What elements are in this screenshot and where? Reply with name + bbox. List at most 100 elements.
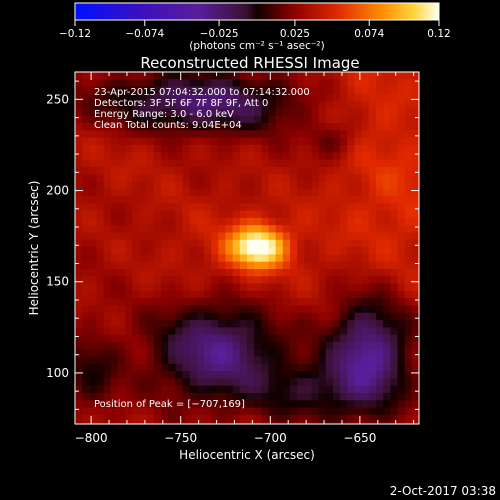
- heatmap-cell: [340, 188, 348, 197]
- heatmap-cell: [196, 312, 205, 321]
- heatmap-cell: [239, 276, 248, 285]
- heatmap-cell: [318, 392, 327, 401]
- heatmap-cell: [218, 261, 226, 270]
- heatmap-cell: [268, 290, 277, 299]
- heatmap-cell: [110, 283, 119, 292]
- heatmap-cell: [325, 188, 334, 197]
- heatmap-cell: [204, 334, 212, 343]
- heatmap-cell: [411, 115, 419, 124]
- heatmap-cell: [182, 414, 191, 423]
- heatmap-cell: [404, 254, 413, 263]
- heatmap-cell: [153, 305, 162, 314]
- heatmap-cell: [110, 144, 119, 153]
- heatmap-cell: [153, 247, 162, 255]
- heatmap-cell: [82, 320, 90, 328]
- heatmap-cell: [153, 123, 162, 131]
- heatmap-cell: [196, 232, 205, 241]
- heatmap-cell: [325, 144, 334, 153]
- heatmap-cell: [390, 174, 398, 182]
- heatmap-cell: [368, 385, 377, 394]
- heatmap-cell: [390, 108, 398, 117]
- heatmap-cell: [196, 217, 205, 226]
- heatmap-cell: [218, 320, 226, 328]
- heatmap-cell: [110, 101, 119, 109]
- heatmap-cell: [132, 290, 140, 299]
- heatmap-cell: [175, 93, 183, 102]
- heatmap-cell: [333, 93, 341, 102]
- heatmap-cell: [368, 298, 377, 306]
- heatmap-cell: [297, 72, 305, 80]
- heatmap-cell: [318, 268, 327, 277]
- heatmap-cell: [275, 341, 284, 350]
- heatmap-cell: [368, 254, 377, 263]
- heatmap-cell: [196, 349, 205, 358]
- heatmap-cell: [404, 305, 413, 314]
- heatmap-cell: [261, 217, 269, 226]
- heatmap-cell: [311, 115, 320, 124]
- heatmap-cell: [225, 422, 234, 424]
- heatmap-cell: [354, 232, 363, 241]
- heatmap-cell: [161, 196, 169, 204]
- heatmap-cell: [211, 422, 219, 424]
- heatmap-cell: [376, 276, 384, 285]
- heatmap-cell: [211, 385, 219, 394]
- heatmap-cell: [311, 334, 320, 343]
- heatmap-cell: [189, 290, 198, 299]
- heatmap-cell: [261, 225, 269, 233]
- heatmap-cell: [82, 356, 90, 365]
- heatmap-cell: [361, 203, 370, 212]
- heatmap-cell: [297, 86, 305, 95]
- heatmap-cell: [139, 86, 148, 95]
- heatmap-cell: [254, 312, 262, 321]
- heatmap-cell: [75, 334, 83, 343]
- heatmap-cell: [168, 392, 176, 401]
- heatmap-cell: [333, 327, 341, 336]
- heatmap-cell: [153, 152, 162, 161]
- heatmap-cell: [175, 72, 183, 80]
- heatmap-cell: [89, 86, 97, 95]
- heatmap-cell: [318, 254, 327, 263]
- heatmap-cell: [82, 217, 90, 226]
- heatmap-cell: [404, 378, 413, 387]
- heatmap-cell: [175, 341, 183, 350]
- heatmap-cell: [325, 320, 334, 328]
- heatmap-cell: [204, 349, 212, 358]
- heatmap-cell: [311, 305, 320, 314]
- heatmap-cell: [89, 312, 97, 321]
- heatmap-cell: [161, 407, 169, 416]
- heatmap-cell: [139, 371, 148, 379]
- heatmap-cell: [275, 152, 284, 161]
- heatmap-cell: [189, 217, 198, 226]
- heatmap-cell: [139, 378, 148, 387]
- heatmap-cell: [383, 225, 391, 233]
- heatmap-cell: [397, 378, 406, 387]
- heatmap-cell: [132, 268, 140, 277]
- heatmap-cell: [96, 400, 105, 409]
- heatmap-cell: [354, 123, 363, 131]
- heatmap-cell: [110, 232, 119, 241]
- heatmap-cell: [175, 327, 183, 336]
- heatmap-cell: [376, 93, 384, 102]
- heatmap-cell: [340, 305, 348, 314]
- heatmap-cell: [103, 400, 112, 409]
- heatmap-cell: [204, 268, 212, 277]
- heatmap-cell: [368, 392, 377, 401]
- heatmap-cell: [325, 232, 334, 241]
- heatmap-cell: [189, 320, 198, 328]
- heatmap-cell: [404, 137, 413, 146]
- heatmap-cell: [125, 166, 133, 175]
- heatmap-cell: [390, 130, 398, 139]
- heatmap-cell: [419, 181, 427, 189]
- heatmap-cell: [153, 130, 162, 139]
- heatmap-cell: [275, 159, 284, 168]
- heatmap-cell: [376, 79, 384, 88]
- heatmap-cell: [261, 232, 269, 241]
- heatmap-cell: [383, 239, 391, 248]
- heatmap-cell: [376, 268, 384, 277]
- heatmap-cell: [182, 137, 191, 146]
- heatmap-cell: [325, 349, 334, 358]
- heatmap-cell: [82, 152, 90, 161]
- heatmap-cell: [232, 210, 241, 219]
- heatmap-cell: [161, 349, 169, 358]
- heatmap-cell: [254, 254, 262, 263]
